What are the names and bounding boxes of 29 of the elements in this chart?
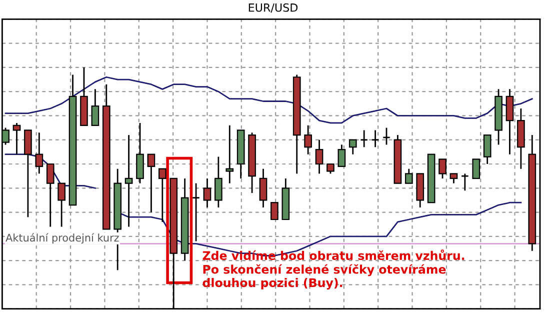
candlestick xyxy=(91,88,100,126)
candlestick xyxy=(147,154,156,213)
candlestick xyxy=(214,156,222,208)
candlestick xyxy=(124,134,133,228)
candlestick xyxy=(35,132,44,174)
candlestick xyxy=(192,182,200,242)
candlestick xyxy=(460,172,469,192)
chart-title: EUR/USD xyxy=(248,3,298,13)
candlestick xyxy=(259,168,268,208)
ref-line-label: Aktuální prodejní kurz xyxy=(6,233,119,244)
candlestick xyxy=(304,124,312,156)
candlestick xyxy=(404,168,413,184)
candlestick xyxy=(360,130,368,148)
candlestick xyxy=(58,182,66,228)
candlestick xyxy=(226,124,234,184)
candlestick xyxy=(270,202,278,220)
candlestick xyxy=(12,122,21,156)
candlestick xyxy=(203,178,212,208)
candlestick xyxy=(371,130,380,148)
candlestick xyxy=(483,134,492,165)
candlestick xyxy=(326,163,334,174)
candlestick xyxy=(158,168,166,223)
candlestick xyxy=(438,158,446,180)
candlestick xyxy=(472,158,480,180)
candlestick xyxy=(46,163,54,228)
candlestick xyxy=(450,172,458,184)
candlestick xyxy=(338,144,346,168)
candlestick xyxy=(348,139,357,156)
candlestick xyxy=(315,139,324,174)
